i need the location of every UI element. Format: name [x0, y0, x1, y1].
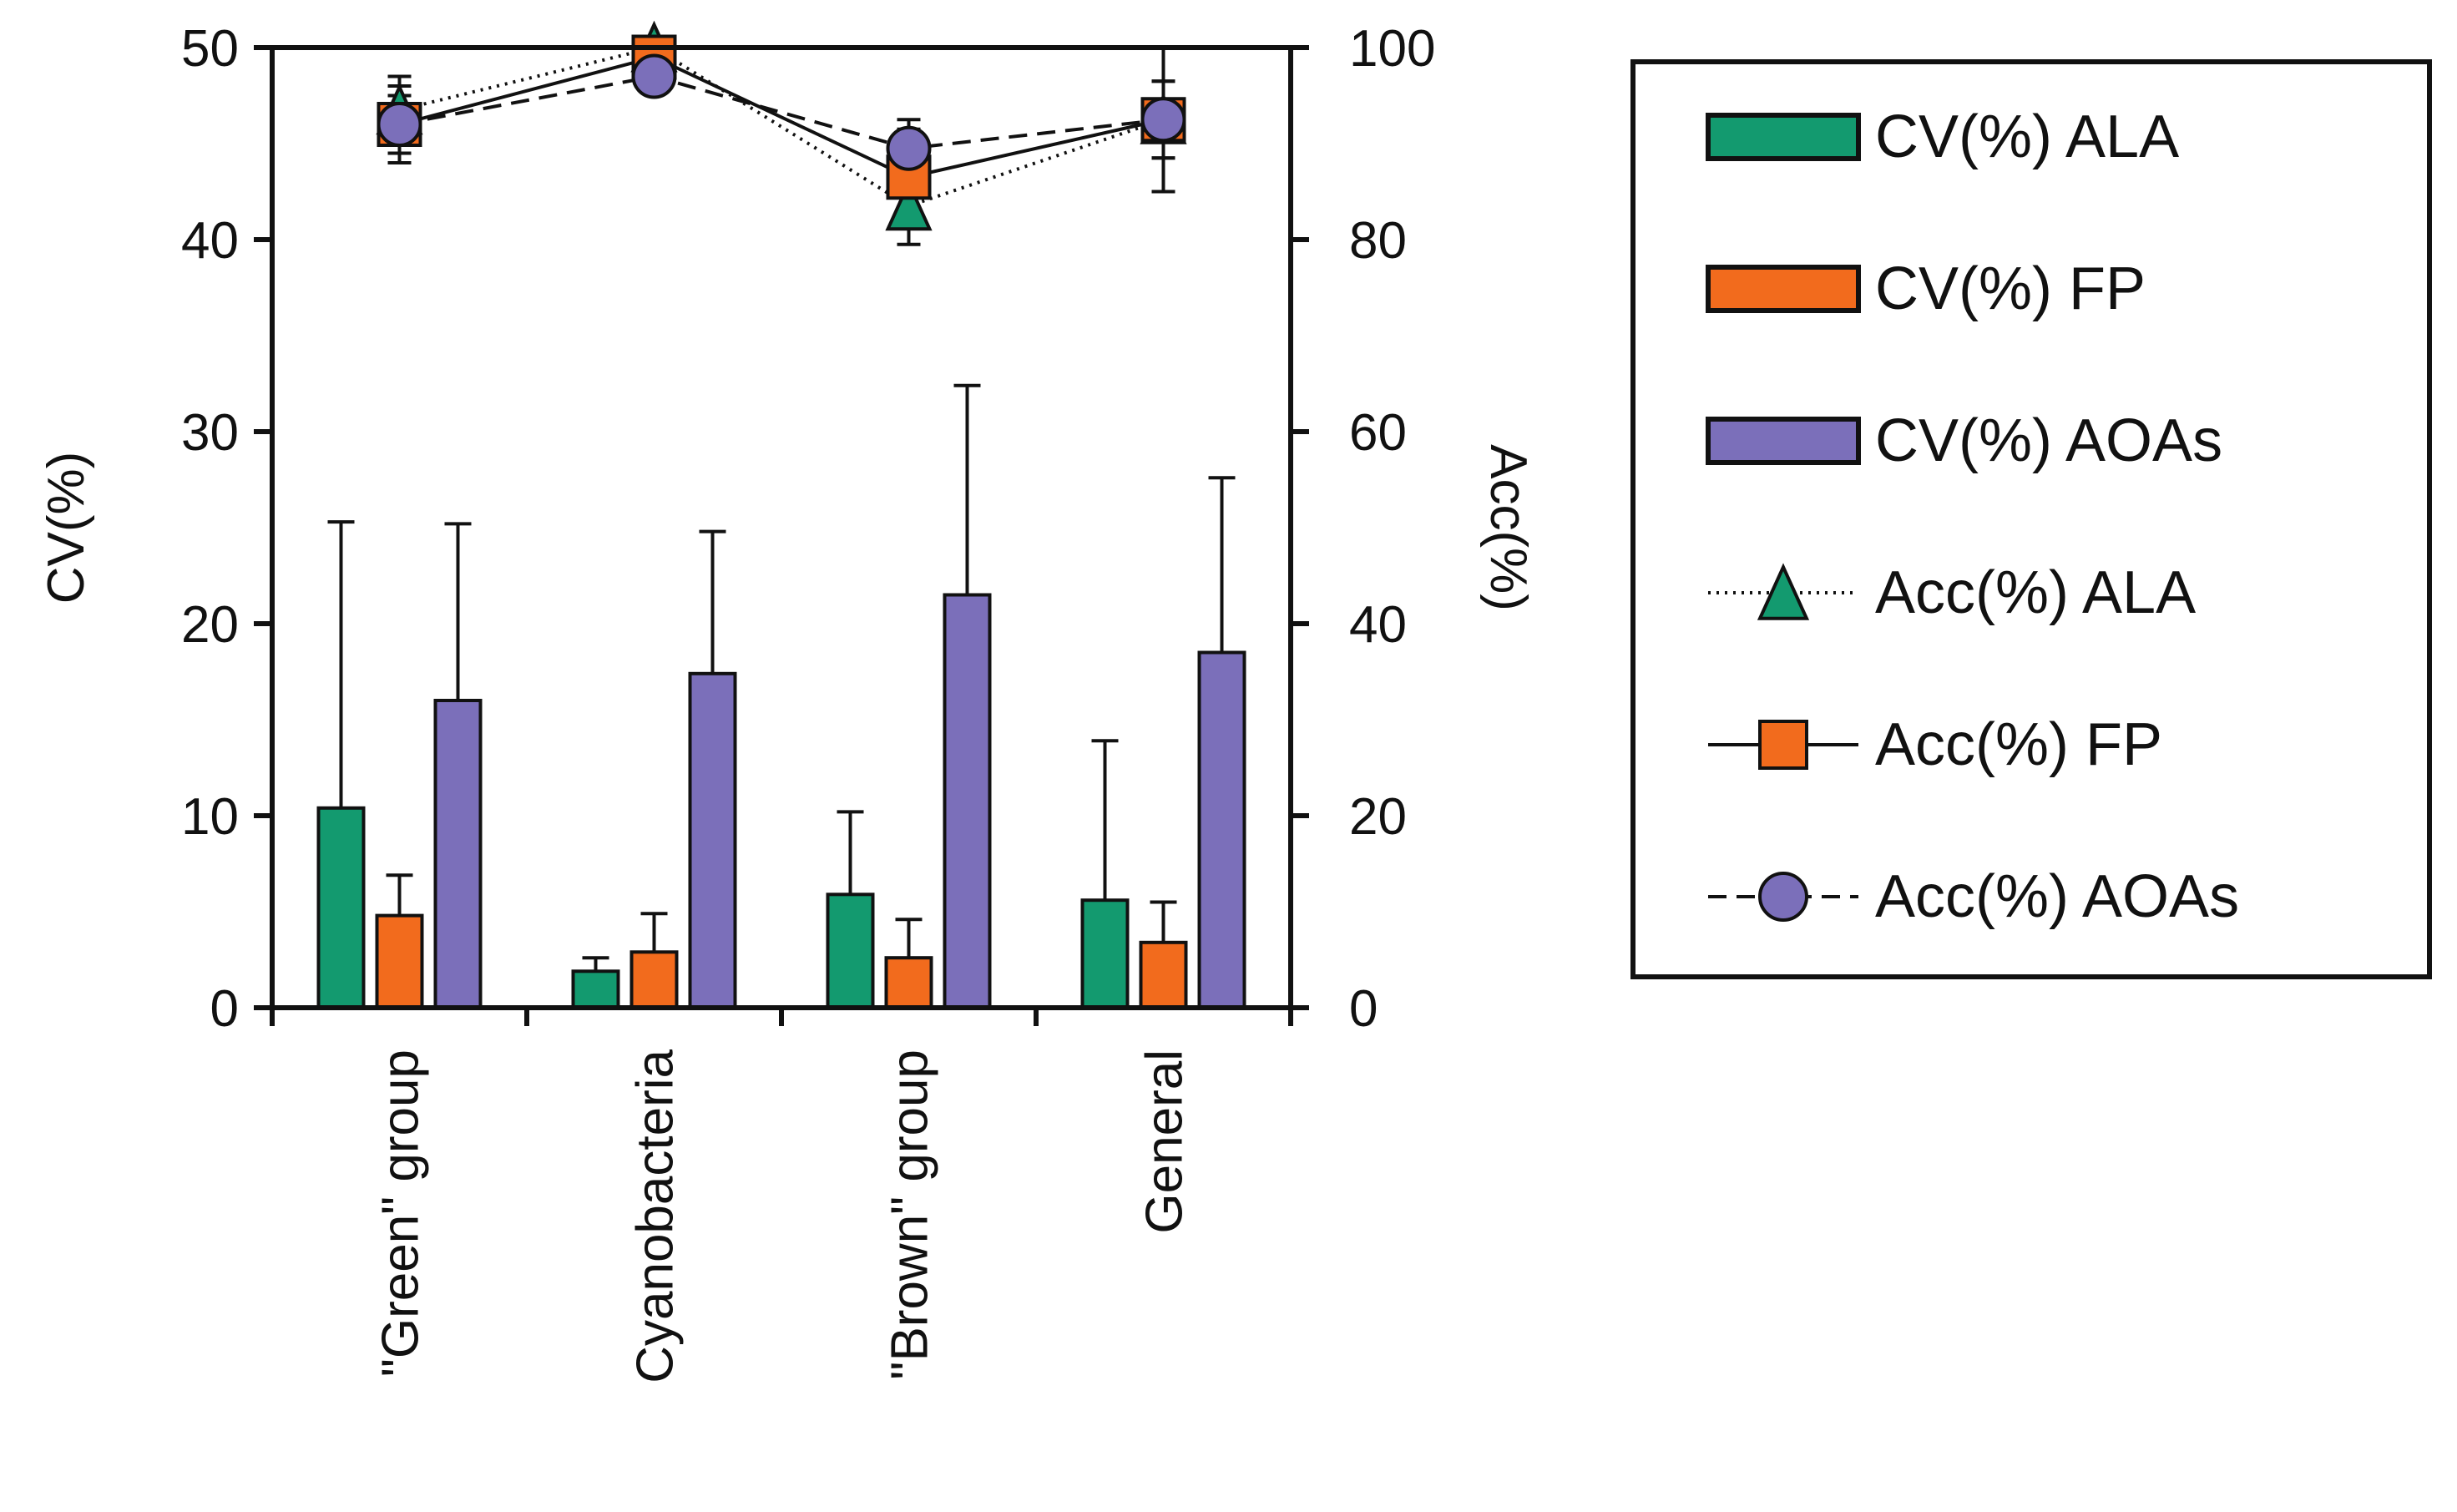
right-axis-title: Acc(%): [1479, 444, 1537, 611]
category-label-green-group: "Green" group: [372, 1049, 430, 1377]
legend-marker-acc-aoas: [1758, 872, 1808, 922]
marker-acc-aoas-cyanobacteria: [631, 53, 677, 99]
left-tick-label-0: 0: [210, 980, 239, 1038]
legend-swatch-cv-ala: [1706, 113, 1861, 161]
line-acc-aoas: [399, 74, 1164, 150]
bar-cv-ala-cyanobacteria: [571, 969, 620, 1010]
bar-cv-aoas-general: [1197, 650, 1246, 1009]
right-tick-label-60: 60: [1349, 404, 1407, 462]
bar-cv-ala-general: [1080, 898, 1130, 1009]
bar-cv-fp-cyanobacteria: [629, 950, 679, 1010]
marker-acc-ala-brown-group: [885, 179, 933, 231]
labels-layer: 0 10 20 30 40 50 0 20 40 60 80 100 CV(%) Acc(%) "Green…: [38, 20, 1537, 1383]
line-acc-fp: [398, 55, 1164, 180]
marker-acc-aoas-general: [1140, 97, 1186, 143]
bar-cv-ala-brown-group: [826, 893, 875, 1010]
legend-box: [1630, 59, 2432, 979]
right-tick-label-100: 100: [1349, 20, 1435, 78]
left-tick-label-30: 30: [181, 404, 239, 462]
legend-marker-acc-fp: [1758, 720, 1808, 770]
category-label-cyanobacteria: Cyanobacteria: [627, 1049, 685, 1383]
axes-layer: [254, 45, 1309, 1026]
bar-cv-aoas-brown-group: [943, 593, 992, 1009]
marker-acc-aoas-brown-group: [886, 125, 932, 171]
legend-marker-acc-ala: [1757, 563, 1810, 620]
bar-cv-ala-green-group: [316, 806, 366, 1009]
left-axis-title: CV(%): [38, 452, 95, 604]
bar-cv-fp-general: [1139, 940, 1188, 1010]
left-tick-label-20: 20: [181, 596, 239, 654]
category-label-general: General: [1136, 1049, 1194, 1234]
legend-label-acc-ala: Acc(%) ALA: [1875, 559, 2196, 626]
legend-label-cv-ala: CV(%) ALA: [1875, 104, 2179, 170]
right-tick-label-20: 20: [1349, 788, 1407, 846]
legend-label-cv-aoas: CV(%) AOAs: [1875, 407, 2222, 474]
legend-label-acc-fp: Acc(%) FP: [1875, 711, 2162, 778]
bar-errorbars-layer: [327, 383, 1236, 972]
left-tick-label-50: 50: [181, 20, 239, 78]
legend-label-acc-aoas: Acc(%) AOAs: [1875, 863, 2239, 930]
lines-layer: [376, 20, 1187, 246]
legend-swatch-cv-fp: [1706, 265, 1861, 313]
legend: CV(%) ALA CV(%) FP CV(%) AOAs Acc(%) ALA Acc…: [1630, 59, 2432, 979]
line-acc-ala: [399, 45, 1165, 208]
bar-cv-aoas-cyanobacteria: [688, 671, 737, 1009]
bar-cv-fp-green-group: [375, 913, 424, 1009]
bar-cv-fp-brown-group: [884, 956, 933, 1009]
right-tick-label-0: 0: [1349, 980, 1378, 1038]
category-label-brown-group: "Brown" group: [882, 1049, 939, 1380]
right-tick-label-40: 40: [1349, 596, 1407, 654]
marker-acc-aoas-green-group: [377, 102, 422, 147]
legend-swatch-cv-aoas: [1706, 417, 1861, 465]
bar-cv-aoas-green-group: [433, 699, 483, 1009]
left-tick-label-10: 10: [181, 788, 239, 846]
left-tick-label-40: 40: [181, 212, 239, 270]
right-tick-label-80: 80: [1349, 212, 1407, 270]
legend-label-cv-fp: CV(%) FP: [1875, 255, 2146, 322]
